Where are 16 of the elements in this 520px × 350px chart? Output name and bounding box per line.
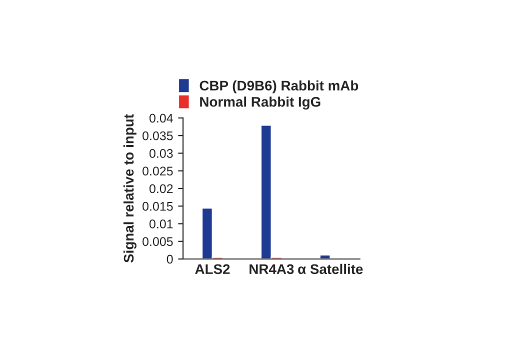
legend-label: Normal Rabbit IgG (200, 96, 320, 110)
x-tick-label: NR4A3 (250, 264, 294, 274)
y-tick-label: 0.01 (149, 220, 173, 228)
legend-label: CBP (D9B6) Rabbit mAb (200, 80, 358, 94)
x-tick-label: ALS2 (195, 264, 230, 274)
bar (319, 254, 332, 259)
y-axis-title: Signal relative to input (123, 114, 136, 263)
y-tick-label: 0 (166, 254, 173, 264)
x-tick-label: α Satellite (298, 264, 363, 274)
y-tick-label: 0.025 (142, 166, 173, 176)
y-tick-label: 0.02 (149, 184, 173, 194)
y-tick-label: 0.015 (142, 202, 173, 211)
y-tick-label: 0.005 (142, 237, 173, 246)
y-tick-label: 0.04 (149, 114, 173, 123)
y-tick-label: 0.03 (149, 149, 173, 158)
y-tick-label: 0.035 (142, 131, 173, 140)
